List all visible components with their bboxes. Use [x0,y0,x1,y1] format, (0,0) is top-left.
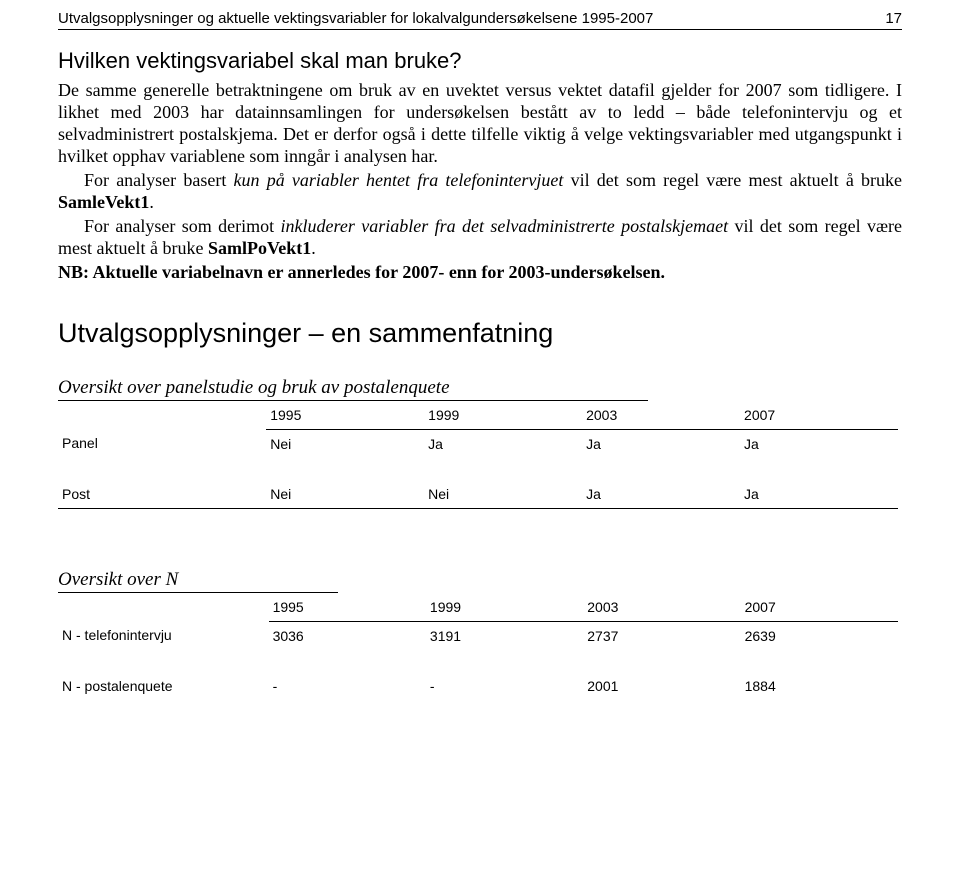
table2-title: Oversikt over N [58,569,338,593]
text-bold: SamleVekt1 [58,192,149,212]
para-telefon: For analyser basert kun på variabler hen… [58,170,902,214]
text: . [149,192,154,212]
text-italic: inkluderer variabler fra det selvadminis… [281,216,729,236]
year-cell: 1999 [424,401,582,430]
text-bold: SamlPoVekt1 [208,238,311,258]
text: For analyser basert [84,170,234,190]
page-number: 17 [885,10,902,27]
cell: 2001 [583,672,740,700]
row-label: N - telefonintervju [58,621,269,650]
row-label: Post [58,480,266,509]
para-intro: De samme generelle betraktningene om bru… [58,80,902,168]
year-cell: 1995 [269,593,426,622]
cell: 2639 [741,621,898,650]
text-italic: kun på variabler hentet fra telefoninter… [234,170,564,190]
table-row: Panel Nei Ja Ja Ja [58,429,898,458]
cell: 3191 [426,621,583,650]
year-cell: 2007 [741,593,898,622]
table1-title: Oversikt over panelstudie og bruk av pos… [58,377,648,401]
running-header: Utvalgsopplysninger og aktuelle vektings… [58,10,902,30]
cell: Nei [424,480,582,509]
text: . [311,238,316,258]
cell: Ja [424,429,582,458]
year-cell: 2003 [582,401,740,430]
year-cell: 2003 [583,593,740,622]
cell: 1884 [741,672,898,700]
section-heading-summary: Utvalgsopplysninger – en sammenfatning [58,318,902,349]
row-label: Panel [58,429,266,458]
year-cell: 2007 [740,401,898,430]
table-n: 1995 1999 2003 2007 N - telefonintervju … [58,593,898,700]
cell: 2737 [583,621,740,650]
cell: - [426,672,583,700]
year-cell: 1995 [266,401,424,430]
cell: Ja [740,480,898,509]
document-page: Utvalgsopplysninger og aktuelle vektings… [0,0,960,881]
table-row-years: 1995 1999 2003 2007 [58,401,898,430]
header-title: Utvalgsopplysninger og aktuelle vektings… [58,10,653,27]
para-postal: For analyser som derimot inkluderer vari… [58,216,902,260]
year-cell: 1999 [426,593,583,622]
text: For analyser som derimot [84,216,281,236]
section-heading-vekting: Hvilken vektingsvariabel skal man bruke? [58,48,902,74]
cell: Ja [582,429,740,458]
cell: Nei [266,429,424,458]
row-label: N - postalenquete [58,672,269,700]
table-row: Post Nei Nei Ja Ja [58,480,898,509]
cell: Ja [582,480,740,509]
cell: Ja [740,429,898,458]
table-row: N - postalenquete - - 2001 1884 [58,672,898,700]
cell: - [269,672,426,700]
para-nb: NB: Aktuelle variabelnavn er annerledes … [58,262,902,284]
text: vil det som regel være mest aktuelt å br… [563,170,902,190]
table-row: N - telefonintervju 3036 3191 2737 2639 [58,621,898,650]
table-panel-post: 1995 1999 2003 2007 Panel Nei Ja Ja Ja P… [58,401,898,509]
table-row-years: 1995 1999 2003 2007 [58,593,898,622]
cell: 3036 [269,621,426,650]
cell: Nei [266,480,424,509]
